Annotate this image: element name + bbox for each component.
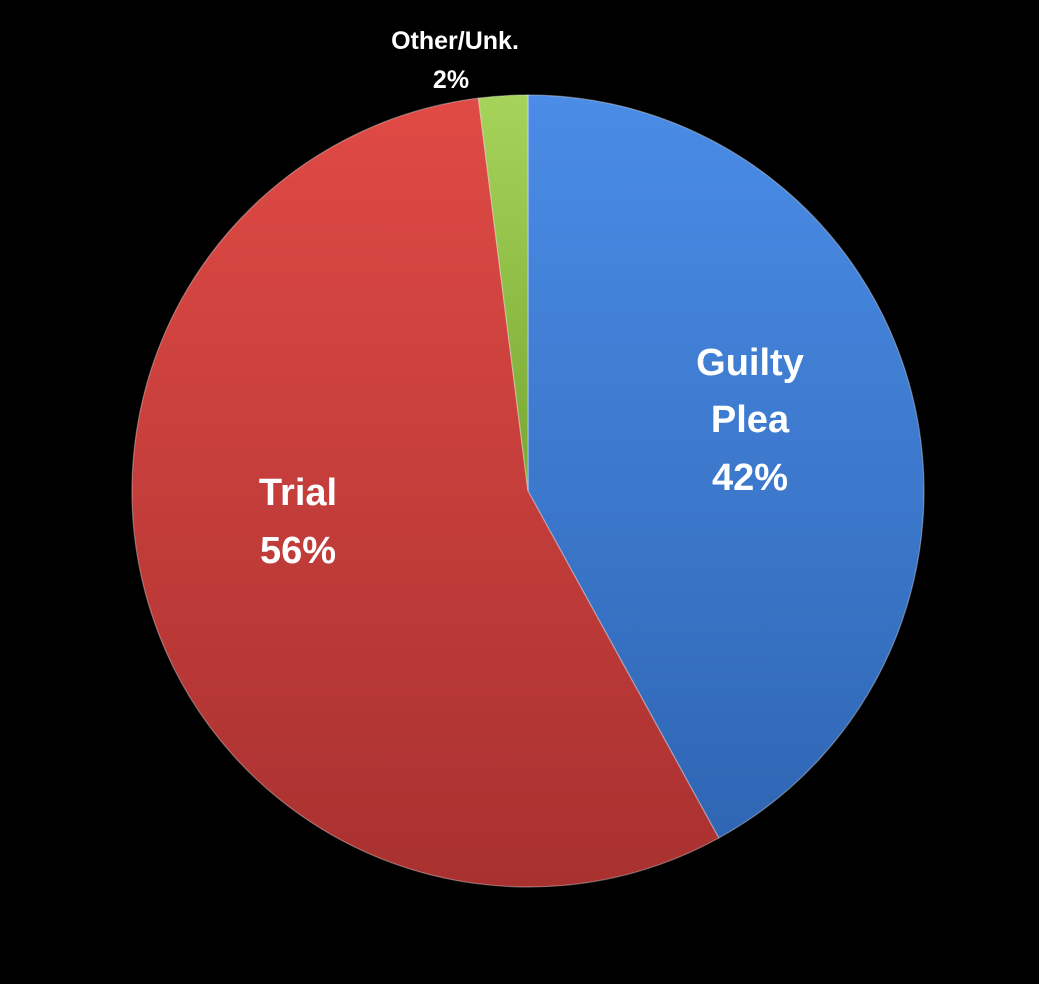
slice-percent-guilty-plea: 42% bbox=[712, 457, 788, 499]
slice-label-other: Other/Unk. 2% bbox=[391, 27, 519, 94]
slice-label-guilty-plea: Guilty Plea 42% bbox=[696, 342, 804, 499]
slice-label-trial: Trial 56% bbox=[259, 472, 337, 572]
slice-percent-other: 2% bbox=[433, 66, 469, 94]
slice-label-other-line1: Other/Unk. bbox=[391, 27, 519, 55]
slice-label-trial-line1: Trial bbox=[259, 472, 337, 514]
slice-guilty-plea bbox=[527, 94, 925, 839]
slice-label-guilty-plea-line1: Guilty bbox=[696, 342, 804, 384]
slice-other-unk bbox=[477, 94, 529, 492]
slice-trial bbox=[131, 97, 720, 888]
slice-label-guilty-plea-line2: Plea bbox=[711, 399, 790, 441]
slice-percent-trial: 56% bbox=[260, 530, 336, 572]
pie-slices bbox=[131, 94, 925, 888]
